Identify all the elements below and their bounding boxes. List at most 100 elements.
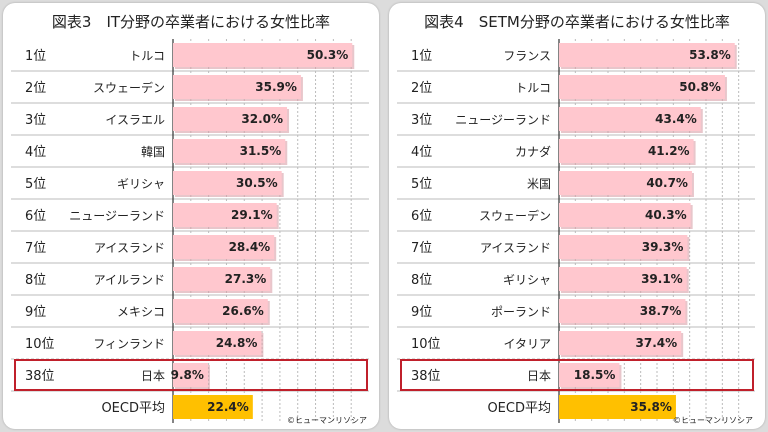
category-label: トルコ [129,49,165,63]
category-label: スウェーデン [93,80,165,95]
bar [173,107,288,131]
bar [173,43,353,67]
value-label: 50.3% [307,48,349,62]
value-label: 39.1% [641,272,683,286]
value-label: 38.7% [640,304,682,318]
chart-panel-right: 図表4 SETM分野の卒業者における女性比率 53.8% 1位 フランス 50.8% 2… [389,3,765,429]
category-label: イタリア [503,337,551,351]
rank-label: 4位 [25,145,46,160]
bar [173,299,268,323]
bar [559,171,692,195]
bar-chart: 50.3% 1位 トルコ 35.9% 2位 スウェーデン 32.0% 3位 イスラエル 31.5%… [11,39,369,423]
rank-label: 9位 [411,305,432,320]
category-label: ニュージーランド [455,113,551,127]
value-label: 35.9% [255,80,297,94]
bar [559,331,682,355]
average-bar [173,395,253,419]
bar [173,171,282,195]
bar [173,363,208,387]
bar [173,331,262,355]
rank-label: 4位 [411,145,432,160]
value-label: 43.4% [655,112,697,126]
copyright-text: ©ヒューマンリソシア [673,416,753,425]
rank-label: 38位 [25,369,55,384]
bar-chart: 53.8% 1位 フランス 50.8% 2位 トルコ 43.4% 3位 ニュージーランド 41.2… [397,39,755,423]
category-label: アイスランド [94,241,165,255]
value-label: 40.7% [646,176,688,190]
bar [173,235,275,259]
bar [559,43,735,67]
category-label: ギリシャ [117,177,165,191]
chart-title: 図表3 IT分野の卒業者における女性比率 [51,13,331,31]
value-label: 35.8% [630,400,672,414]
value-label: 26.6% [222,304,264,318]
category-label: 日本 [527,369,551,383]
bar [173,75,301,99]
bar [559,107,701,131]
category-label: カナダ [515,144,551,159]
category-label: スウェーデン [479,208,551,223]
value-label: 37.4% [636,336,678,350]
bar [559,299,686,323]
category-label: 韓国 [141,145,165,159]
category-label: トルコ [515,81,551,95]
value-label: 18.5% [574,368,616,382]
category-label: フィンランド [93,337,165,351]
rank-label: 3位 [411,113,432,128]
value-label: 32.0% [241,112,283,126]
bar [559,75,725,99]
bar [559,235,688,259]
rank-label: 7位 [25,241,46,256]
bar [559,267,687,291]
category-label: アイスランド [480,241,551,255]
bar [173,267,271,291]
category-label: 日本 [141,369,165,383]
value-label: 9.8% [171,368,204,382]
bar [559,139,694,163]
rank-label: 8位 [411,273,432,288]
rank-label: 1位 [411,49,432,64]
bar [173,139,286,163]
category-label: イスラエル [105,113,165,127]
rank-label: 7位 [411,241,432,256]
rank-label: 2位 [25,81,46,96]
value-label: 39.3% [642,240,684,254]
copyright-text: ©ヒューマンリソシア [287,416,367,425]
chart-panel-left: 図表3 IT分野の卒業者における女性比率 50.3% 1位 トルコ 35.9% 2位 スウ… [3,3,379,429]
value-label: 30.5% [236,176,278,190]
category-label: アイルランド [94,273,165,287]
category-label: ニュージーランド [69,209,165,223]
value-label: 50.8% [679,80,721,94]
rank-label: 8位 [25,273,46,288]
category-label: OECD平均 [487,401,551,416]
category-label: 米国 [527,177,551,191]
bar [173,203,277,227]
value-label: 28.4% [229,240,271,254]
rank-label: 10位 [25,337,55,352]
rank-label: 5位 [411,177,432,192]
category-label: ギリシャ [503,273,551,287]
rank-label: 2位 [411,81,432,96]
value-label: 24.8% [216,336,258,350]
bar [559,363,620,387]
rank-label: 1位 [25,49,46,64]
bar [559,203,691,227]
value-label: 41.2% [648,144,690,158]
category-label: メキシコ [117,305,165,319]
rank-label: 10位 [411,337,441,352]
rank-label: 6位 [25,209,46,224]
value-label: 40.3% [645,208,687,222]
rank-label: 5位 [25,177,46,192]
category-label: ポーランド [491,305,551,319]
value-label: 22.4% [207,400,249,414]
chart-title: 図表4 SETM分野の卒業者における女性比率 [424,13,730,31]
value-label: 29.1% [231,208,273,222]
rank-label: 38位 [411,369,441,384]
highlight-frame [400,359,754,391]
category-label: フランス [503,49,551,63]
rank-label: 6位 [411,209,432,224]
value-label: 27.3% [225,272,267,286]
rank-label: 9位 [25,305,46,320]
value-label: 53.8% [689,48,731,62]
rank-label: 3位 [25,113,46,128]
